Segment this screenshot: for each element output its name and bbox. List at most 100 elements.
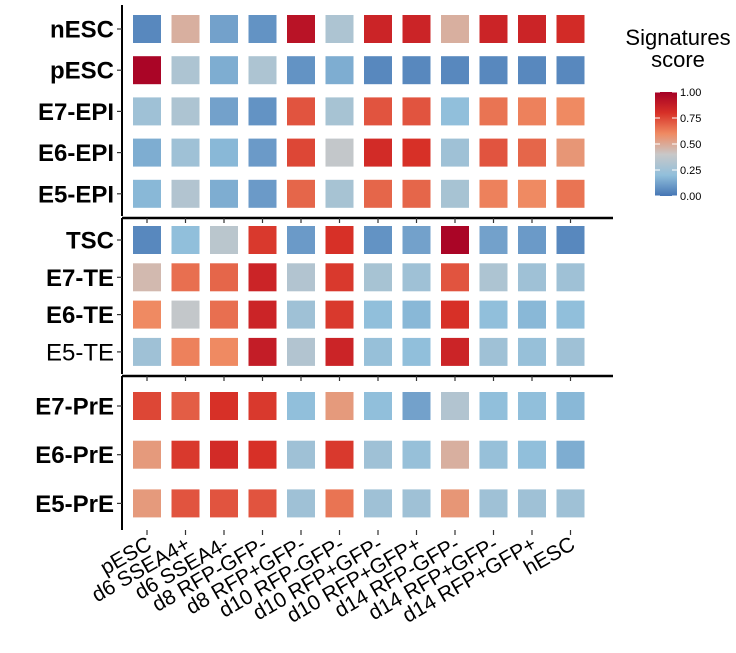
- heatmap-cell-tsc-10: [479, 226, 508, 254]
- heatmap-cell-pesc-8: [402, 56, 431, 85]
- legend-tick-label: 0.25: [680, 165, 701, 177]
- heatmap-cell-e5-epi-12: [556, 179, 585, 208]
- legend-title-line2: score: [651, 47, 705, 72]
- heatmap-cell-e5-epi-11: [518, 179, 546, 208]
- heatmap-cell-e5-epi-5: [287, 179, 315, 208]
- heatmap-cell-e5-pre-2: [171, 489, 200, 518]
- heatmap-cell-e6-epi-10: [479, 138, 508, 167]
- legend-color-bar: [655, 92, 677, 196]
- heatmap-cell-e6-pre-2: [171, 440, 200, 469]
- row-label-e5-epi: E5-EPI: [38, 181, 114, 208]
- heatmap-cell-e7-epi-6: [325, 97, 354, 126]
- heatmap-cell-e5-pre-6: [325, 489, 354, 518]
- heatmap-cell-e7-pre-11: [518, 392, 546, 420]
- row-label-nesc: nESC: [50, 17, 114, 44]
- heatmap-cell-e5-pre-11: [518, 489, 546, 518]
- heatmap-cell-e7-epi-1: [133, 97, 161, 126]
- heatmap-cell-e5-epi-9: [441, 179, 469, 208]
- heatmap-cell-nesc-11: [518, 15, 546, 43]
- heatmap-cell-e6-te-9: [441, 300, 469, 329]
- heatmap-cell-pesc-11: [518, 56, 546, 85]
- heatmap-cell-e5-te-11: [518, 337, 546, 366]
- heatmap-cell-e6-pre-11: [518, 440, 546, 469]
- heatmap-cell-e7-te-2: [171, 263, 200, 292]
- heatmap-cell-e6-te-10: [479, 300, 508, 329]
- heatmap-cell-e7-epi-10: [479, 97, 508, 126]
- row-label-e7-te: E7-TE: [46, 265, 114, 292]
- heatmap-cell-e6-epi-4: [248, 138, 277, 167]
- heatmap-cell-pesc-9: [441, 56, 469, 85]
- heatmap-cell-nesc-8: [402, 15, 431, 43]
- heatmap-cell-e7-pre-3: [210, 392, 238, 420]
- legend-tick-label: 1.00: [680, 87, 701, 99]
- color-legend: Signatures score 1.00 0.75 0.50 0.25 0.00: [625, 25, 730, 203]
- heatmap-cell-e7-pre-2: [171, 392, 200, 420]
- heatmap-cell-e7-pre-5: [287, 392, 315, 420]
- heatmap-cell-e6-te-5: [287, 300, 315, 329]
- heatmap-cell-tsc-11: [518, 226, 546, 254]
- heatmap-cell-nesc-5: [287, 15, 315, 43]
- heatmap-cell-e6-epi-9: [441, 138, 469, 167]
- heatmap-panel-1: [117, 5, 585, 216]
- heatmap-cell-e5-pre-7: [364, 489, 392, 518]
- heatmap-cell-pesc-1: [133, 56, 161, 85]
- heatmap-cell-e6-te-11: [518, 300, 546, 329]
- heatmap-panel-3: [117, 374, 613, 530]
- heatmap-cell-e6-pre-7: [364, 440, 392, 469]
- heatmap-cell-e5-pre-5: [287, 489, 315, 518]
- heatmap-cell-e5-epi-1: [133, 179, 161, 208]
- heatmap-cell-e5-epi-8: [402, 179, 431, 208]
- row-label-e5-te: E5-TE: [46, 339, 114, 366]
- heatmap-cell-e5-epi-3: [210, 179, 238, 208]
- heatmap-cell-e6-epi-5: [287, 138, 315, 167]
- heatmap-cell-e5-te-2: [171, 337, 200, 366]
- heatmap-cell-nesc-1: [133, 15, 161, 43]
- heatmap-cell-e7-epi-3: [210, 97, 238, 126]
- row-label-e6-te: E6-TE: [46, 302, 114, 329]
- heatmap-cell-e6-pre-5: [287, 440, 315, 469]
- heatmap-cell-e5-te-6: [325, 337, 354, 366]
- heatmap-cell-tsc-12: [556, 226, 585, 254]
- heatmap-cell-e7-pre-10: [479, 392, 508, 420]
- heatmap-cell-e7-pre-12: [556, 392, 585, 420]
- heatmap-cell-e7-te-1: [133, 263, 161, 292]
- heatmap-cell-e5-epi-4: [248, 179, 277, 208]
- legend-title-line1: Signatures: [625, 25, 730, 50]
- heatmap-cell-e7-te-4: [248, 263, 277, 292]
- heatmap-cell-e6-te-8: [402, 300, 431, 329]
- legend-tick-label: 0.50: [680, 139, 701, 151]
- heatmap-cell-e6-pre-9: [441, 440, 469, 469]
- heatmap-cell-e7-te-6: [325, 263, 354, 292]
- heatmap-cell-e5-pre-9: [441, 489, 469, 518]
- heatmap-cell-e6-epi-3: [210, 138, 238, 167]
- heatmap-cell-nesc-7: [364, 15, 392, 43]
- heatmap-cell-tsc-4: [248, 226, 277, 254]
- heatmap-cell-e5-te-10: [479, 337, 508, 366]
- heatmap-cell-e5-te-5: [287, 337, 315, 366]
- heatmap-cell-e7-te-3: [210, 263, 238, 292]
- heatmap-cell-e5-te-8: [402, 337, 431, 366]
- heatmap-cell-e5-te-9: [441, 337, 469, 366]
- heatmap-panels: [117, 5, 613, 530]
- heatmap-cell-e5-epi-6: [325, 179, 354, 208]
- heatmap-cell-tsc-5: [287, 226, 315, 254]
- heatmap-cell-e6-te-7: [364, 300, 392, 329]
- row-label-e5-pre: E5-PrE: [35, 491, 114, 518]
- heatmap-cell-e5-pre-1: [133, 489, 161, 518]
- heatmap-cell-e7-te-5: [287, 263, 315, 292]
- heatmap-cell-pesc-12: [556, 56, 585, 85]
- heatmap-cell-e7-pre-6: [325, 392, 354, 420]
- heatmap-cell-pesc-5: [287, 56, 315, 85]
- row-label-e7-pre: E7-PrE: [35, 394, 114, 421]
- row-label-tsc: TSC: [66, 228, 114, 255]
- heatmap-cell-e7-pre-8: [402, 392, 431, 420]
- heatmap-cell-e6-te-6: [325, 300, 354, 329]
- heatmap-cell-e7-epi-12: [556, 97, 585, 126]
- heatmap-cell-e7-epi-7: [364, 97, 392, 126]
- heatmap-cell-nesc-6: [325, 15, 354, 43]
- heatmap-cell-e6-te-4: [248, 300, 277, 329]
- heatmap-cell-e7-epi-2: [171, 97, 200, 126]
- heatmap-cell-e6-pre-4: [248, 440, 277, 469]
- heatmap-cell-e5-epi-10: [479, 179, 508, 208]
